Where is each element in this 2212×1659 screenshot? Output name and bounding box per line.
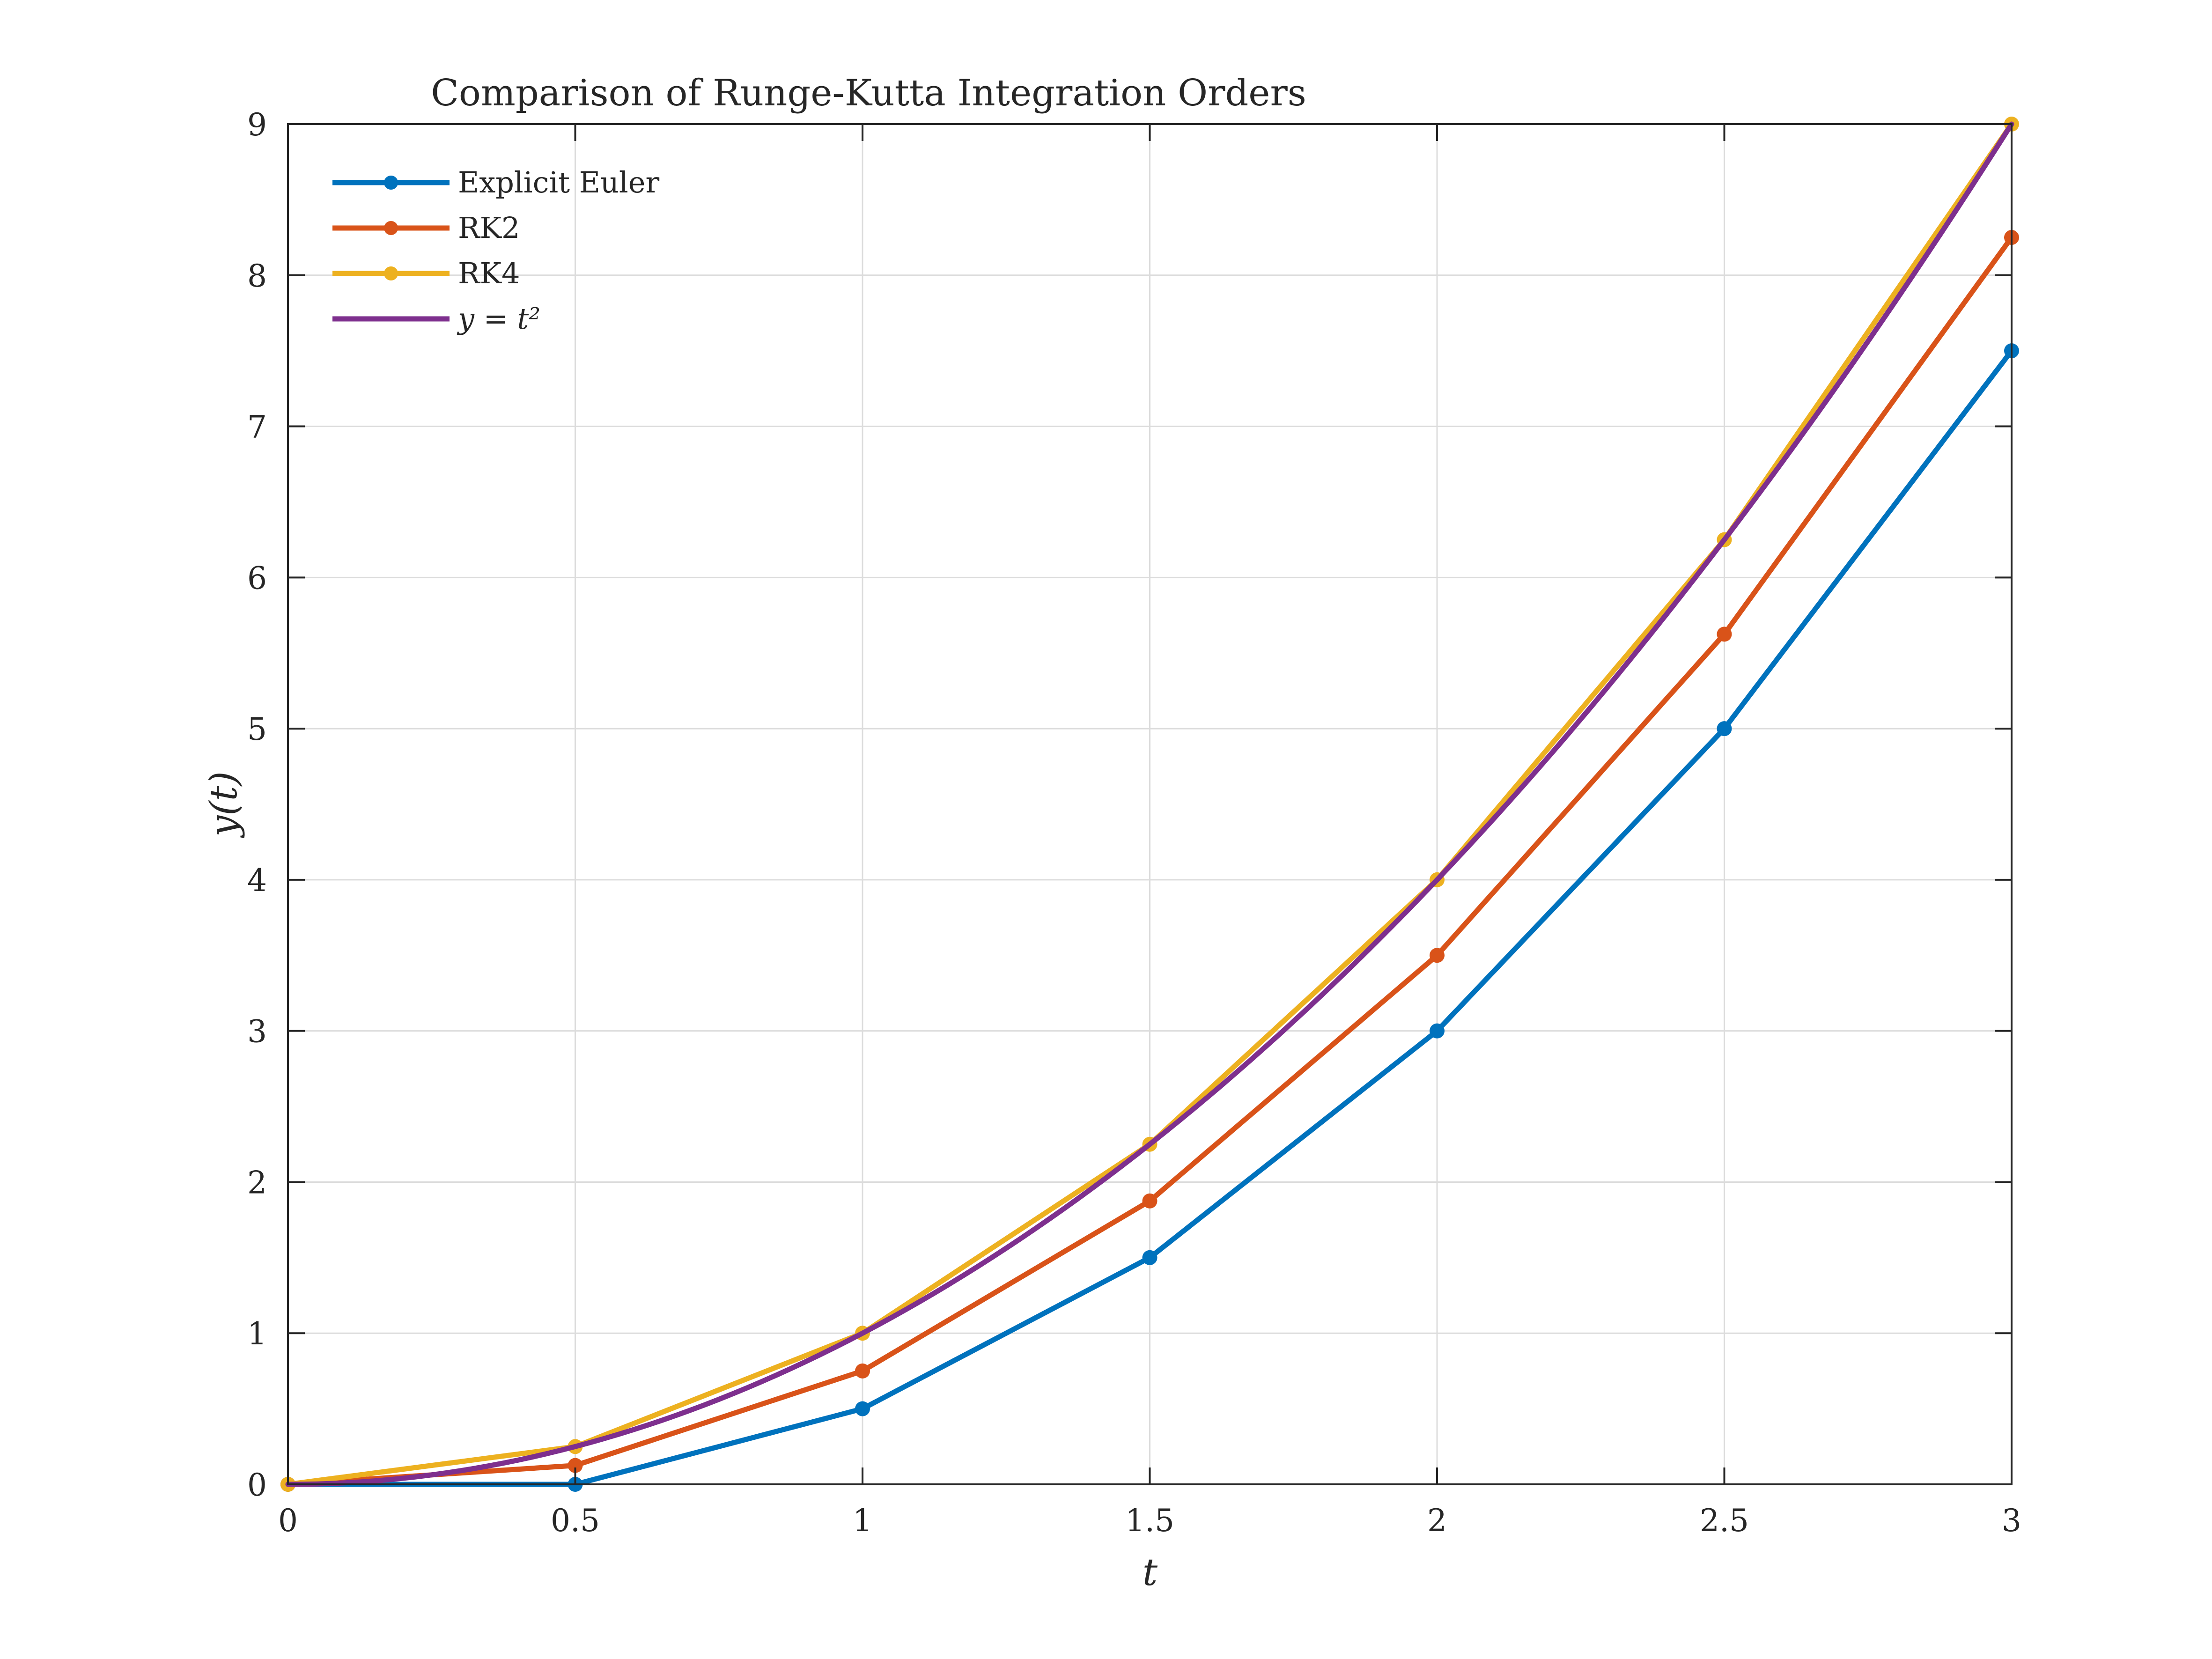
y-tick-label: 1 (247, 1316, 267, 1352)
series-y-t (285, 121, 2014, 1487)
x-tick-label: 0.5 (551, 1503, 600, 1539)
legend-label: y = t² (457, 302, 540, 336)
axis-ticks (287, 123, 2013, 1485)
legend: Explicit Euler RK2 RK4 y = t² (332, 165, 659, 336)
y-tick-label: 3 (247, 1014, 267, 1050)
data-point (1142, 1193, 1158, 1209)
legend-marker (384, 176, 398, 190)
data-point (1142, 1250, 1158, 1265)
data-point (568, 1458, 583, 1473)
y-tick-label: 4 (247, 863, 267, 899)
data-point (855, 1363, 870, 1379)
x-tick-label: 1 (853, 1503, 872, 1539)
y-tick-label: 9 (247, 107, 267, 143)
legend-item: RK2 (332, 211, 520, 245)
x-axis-label: t (1143, 1550, 1158, 1594)
y-tick-label: 7 (247, 409, 267, 445)
x-tick-labels: 0 0.5 1 1.5 2 2.5 3 (278, 1503, 2021, 1539)
y-tick-label: 2 (247, 1165, 267, 1201)
legend-label: RK2 (458, 211, 520, 245)
chart-title: Comparison of Runge-Kutta Integration Or… (431, 72, 1306, 114)
data-point (1430, 948, 1445, 963)
legend-marker (384, 221, 398, 235)
y-tick-label: 6 (247, 560, 267, 596)
legend-label: RK4 (458, 256, 520, 290)
legend-item: Explicit Euler (332, 165, 659, 199)
y-tick-label: 0 (247, 1467, 267, 1503)
legend-item: RK4 (332, 256, 520, 290)
x-tick-label: 2.5 (1700, 1503, 1749, 1539)
y-tick-labels: 0 1 2 3 4 5 6 7 8 9 (247, 107, 267, 1503)
legend-label: Explicit Euler (458, 165, 659, 199)
legend-item: y = t² (332, 302, 540, 336)
y-tick-label: 8 (247, 258, 267, 294)
series-line (285, 121, 2014, 1487)
series-rk2 (280, 230, 2019, 1492)
x-tick-label: 2 (1427, 1503, 1447, 1539)
x-tick-label: 1.5 (1125, 1503, 1174, 1539)
data-point (1430, 1023, 1445, 1039)
data-point (1717, 627, 1732, 642)
legend-marker (384, 266, 398, 280)
y-axis-label: y(t) (202, 771, 245, 838)
data-point (855, 1401, 870, 1416)
data-point (1717, 721, 1732, 737)
x-tick-label: 3 (2002, 1503, 2021, 1539)
y-tick-label: 5 (247, 711, 267, 747)
x-tick-label: 0 (278, 1503, 298, 1539)
